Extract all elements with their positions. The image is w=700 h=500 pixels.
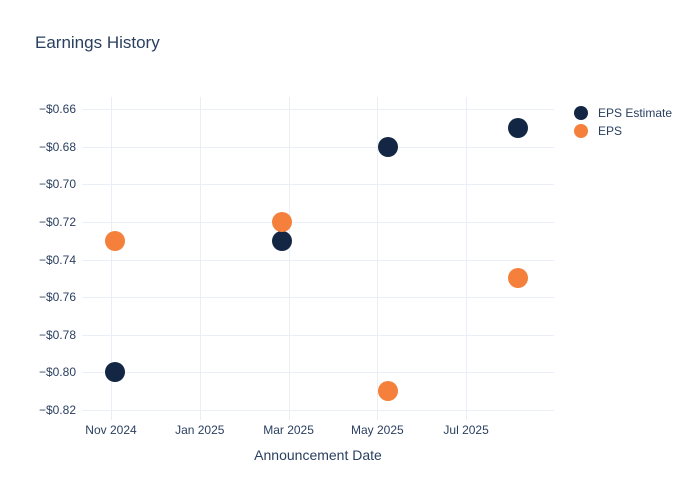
horizontal-gridline [82, 334, 554, 336]
vertical-gridline [466, 97, 468, 420]
marker-eps[interactable] [105, 230, 126, 251]
y-tick-label: −$0.78 [38, 327, 76, 342]
x-axis-tick-labels: Nov 2024 Jan 2025 Mar 2025 May 2025 Jul 2025 [82, 423, 554, 439]
x-axis-title: Announcement Date [254, 447, 382, 463]
legend-label-eps: EPS [598, 123, 623, 138]
y-tick-label: −$0.70 [38, 177, 76, 192]
horizontal-gridline [82, 259, 554, 261]
legend-item-eps[interactable]: EPS [574, 122, 672, 139]
chart-title: Earnings History [35, 33, 160, 52]
y-tick-label: −$0.74 [38, 252, 76, 267]
marker-eps[interactable] [272, 212, 293, 233]
marker-eps[interactable] [377, 381, 398, 402]
marker-eps-estimate[interactable] [105, 362, 126, 383]
y-tick-label: −$0.76 [38, 290, 76, 305]
horizontal-gridline [82, 410, 554, 412]
horizontal-gridline [82, 222, 554, 224]
marker-eps-estimate[interactable] [272, 230, 293, 251]
eps-marker-icon [574, 123, 588, 138]
legend-item-eps-estimate[interactable]: EPS Estimate [574, 104, 672, 121]
y-tick-label: −$0.72 [38, 215, 76, 230]
legend: EPS Estimate EPS [574, 104, 672, 140]
horizontal-gridline [82, 109, 554, 111]
y-axis-tick-labels: −$0.66 −$0.68 −$0.70 −$0.72 −$0.74 −$0.76 −$0.… [0, 97, 76, 420]
x-tick-label: Mar 2025 [263, 423, 314, 437]
plot-area[interactable] [82, 97, 554, 420]
marker-eps-estimate[interactable] [508, 118, 529, 139]
x-tick-label: Jul 2025 [443, 423, 489, 437]
y-tick-label: −$0.66 [38, 102, 76, 117]
x-tick-label: Jan 2025 [175, 423, 225, 437]
y-tick-label: −$0.68 [38, 139, 76, 154]
legend-label-eps-estimate: EPS Estimate [598, 105, 673, 120]
eps-estimate-marker-icon [574, 105, 588, 120]
vertical-gridline [288, 97, 290, 420]
y-tick-label: −$0.80 [38, 365, 76, 380]
horizontal-gridline [82, 184, 554, 186]
vertical-gridline [199, 97, 201, 420]
vertical-gridline [110, 97, 112, 420]
x-tick-label: Nov 2024 [85, 423, 137, 437]
y-tick-label: −$0.82 [38, 403, 76, 418]
vertical-gridline [377, 97, 379, 420]
marker-eps-estimate[interactable] [377, 136, 398, 157]
horizontal-gridline [82, 372, 554, 374]
horizontal-gridline [82, 297, 554, 299]
horizontal-gridline [82, 146, 554, 148]
x-tick-label: May 2025 [350, 423, 404, 437]
marker-eps[interactable] [508, 268, 529, 289]
